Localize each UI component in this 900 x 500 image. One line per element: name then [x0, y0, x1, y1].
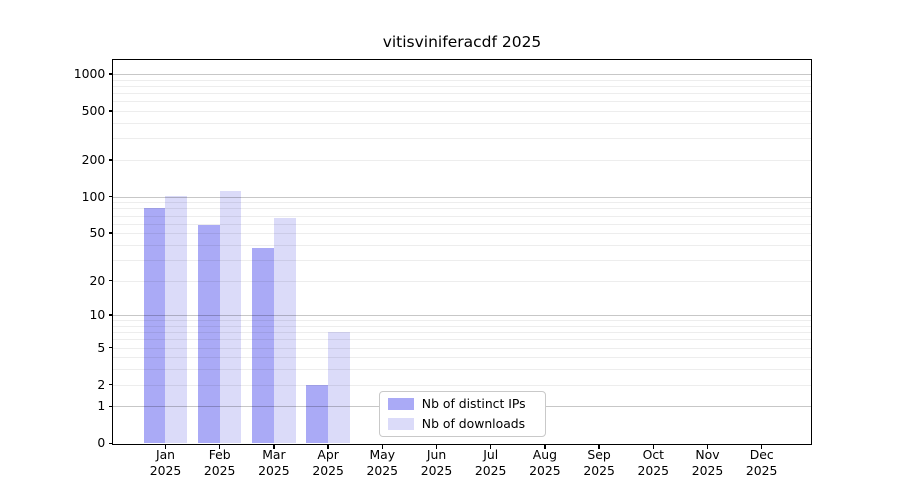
- x-tick-label-nov: Nov 2025: [681, 447, 735, 478]
- x-tick-year: 2025: [366, 462, 399, 478]
- x-tick-mark: [327, 444, 329, 449]
- y-tick-label: 20: [89, 272, 106, 288]
- bar-apr-distinct-ips: [306, 384, 329, 444]
- y-tick-label: 2: [97, 376, 106, 392]
- x-tick-mark: [544, 444, 546, 449]
- x-tick-year: 2025: [420, 462, 453, 478]
- y-tick-mark: [109, 73, 114, 75]
- y-tick-mark: [109, 110, 114, 112]
- x-tick-label-dec: Dec 2025: [735, 447, 789, 478]
- y-tick-mark: [109, 195, 114, 198]
- y-tick-label: 500: [81, 103, 106, 119]
- x-tick-label-mar: Mar 2025: [247, 447, 301, 478]
- x-tick-year: 2025: [258, 462, 290, 478]
- bars-layer: [113, 60, 811, 444]
- x-tick-mark: [273, 444, 275, 449]
- x-tick-label-aug: Aug 2025: [518, 447, 572, 478]
- x-tick-year: 2025: [583, 462, 615, 478]
- x-tick-mark: [706, 444, 709, 449]
- x-tick-label-sep: Sep 2025: [572, 447, 626, 478]
- y-tick-label: 200: [81, 151, 106, 167]
- y-tick-label: 1: [97, 398, 106, 414]
- x-tick-label-may: May 2025: [355, 447, 409, 478]
- y-tick-label: 1000: [73, 66, 106, 82]
- y-tick-label: 100: [81, 188, 106, 204]
- y-tick-label: 5: [97, 339, 106, 355]
- y-tick-mark: [109, 442, 114, 445]
- x-tick-mark: [760, 444, 763, 449]
- y-tick-label: 10: [89, 307, 106, 323]
- x-tick-mark: [381, 444, 384, 449]
- legend-item-downloads: Nb of downloads: [387, 416, 537, 432]
- legend-swatch-downloads: [387, 417, 414, 430]
- y-tick-mark: [109, 159, 114, 161]
- chart-title: vitisviniferacdf 2025: [382, 33, 542, 51]
- x-tick-mark: [489, 444, 492, 449]
- x-tick-label-jan: Jan 2025: [139, 447, 193, 478]
- x-tick-mark: [435, 444, 438, 449]
- x-tick-mark: [218, 444, 221, 449]
- legend: Nb of distinct IPs Nb of downloads: [378, 390, 546, 437]
- x-tick-label-feb: Feb 2025: [193, 447, 247, 478]
- y-tick-label: 50: [89, 225, 106, 241]
- x-tick-label-apr: Apr 2025: [301, 447, 355, 478]
- x-tick-label-jul: Jul 2025: [464, 447, 518, 478]
- x-tick-mark: [652, 444, 655, 449]
- x-tick-mark: [164, 444, 167, 449]
- legend-label-downloads: Nb of downloads: [421, 416, 526, 432]
- x-tick-label-jun: Jun 2025: [410, 447, 464, 478]
- x-tick-year: 2025: [203, 462, 236, 478]
- y-tick-mark: [109, 405, 114, 408]
- x-tick-label-oct: Oct 2025: [626, 447, 680, 478]
- y-tick-mark: [109, 383, 114, 386]
- legend-swatch-distinct-ips: [387, 397, 414, 410]
- x-tick-year: 2025: [474, 462, 507, 478]
- x-tick-mark: [598, 444, 600, 449]
- y-tick-mark: [109, 232, 114, 234]
- x-tick-year: 2025: [312, 462, 344, 478]
- bar-mar-downloads: [273, 217, 296, 444]
- bar-jan-downloads: [165, 196, 188, 444]
- bar-jan-distinct-ips: [143, 208, 166, 444]
- y-tick-label: 0: [97, 435, 106, 451]
- bar-feb-downloads: [219, 190, 242, 444]
- bar-mar-distinct-ips: [252, 247, 274, 444]
- y-tick-mark: [109, 346, 114, 349]
- plot-area: Nb of distinct IPs Nb of downloads: [113, 60, 811, 444]
- x-tick-year: 2025: [691, 462, 724, 478]
- x-tick-year: 2025: [149, 462, 182, 478]
- y-tick-mark: [109, 314, 114, 316]
- y-tick-mark: [109, 279, 114, 282]
- x-tick-year: 2025: [637, 462, 670, 478]
- legend-item-distinct-ips: Nb of distinct IPs: [387, 396, 537, 412]
- x-tick-year: 2025: [529, 462, 561, 478]
- legend-label-distinct-ips: Nb of distinct IPs: [421, 396, 526, 412]
- bar-apr-downloads: [328, 332, 350, 444]
- x-tick-year: 2025: [745, 462, 778, 478]
- bar-feb-distinct-ips: [197, 225, 220, 444]
